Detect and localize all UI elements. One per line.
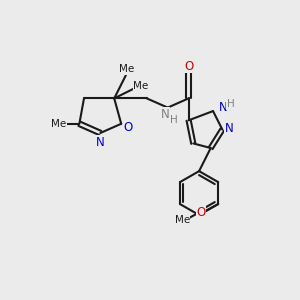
Text: O: O — [124, 121, 133, 134]
Text: N: N — [219, 101, 228, 114]
Text: Me: Me — [133, 81, 148, 91]
Text: Me: Me — [51, 119, 66, 129]
Text: H: H — [169, 115, 177, 125]
Text: N: N — [161, 108, 170, 121]
Text: Me: Me — [175, 215, 190, 225]
Text: Me: Me — [119, 64, 135, 74]
Text: N: N — [96, 136, 105, 149]
Text: H: H — [226, 99, 234, 109]
Text: O: O — [184, 59, 193, 73]
Text: N: N — [225, 122, 234, 135]
Text: O: O — [196, 206, 206, 219]
